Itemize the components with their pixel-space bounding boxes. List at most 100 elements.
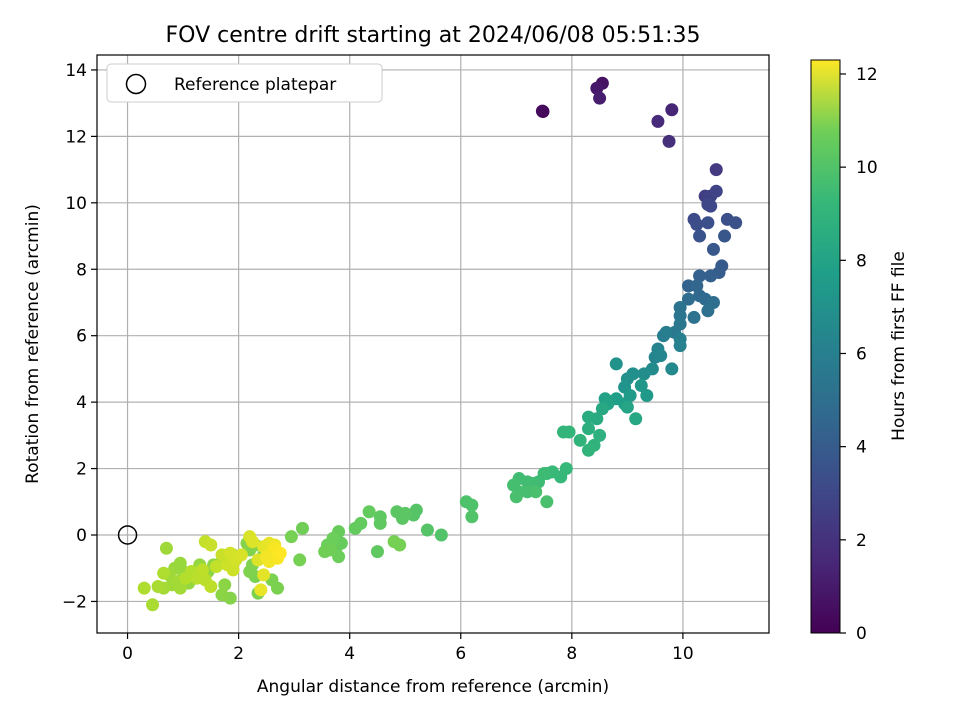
y-tick-label: 2 [76, 460, 87, 480]
data-point [204, 538, 218, 552]
chart-title: FOV centre drift starting at 2024/06/08 … [166, 23, 701, 48]
data-point [582, 410, 596, 424]
data-point [590, 81, 604, 95]
data-point [582, 422, 596, 436]
data-point [701, 216, 715, 230]
data-point [573, 433, 587, 447]
colorbar-tick-label: 6 [856, 344, 867, 364]
data-point [370, 545, 384, 559]
data-point [609, 357, 623, 371]
data-point [690, 279, 704, 293]
colorbar-tick-label: 2 [856, 531, 867, 551]
colorbar-label: Hours from first FF file [889, 251, 909, 441]
data-point [557, 425, 571, 439]
colorbar-tick-label: 0 [856, 624, 867, 644]
data-point [593, 428, 607, 442]
data-point [729, 216, 743, 230]
data-point [254, 583, 268, 597]
data-point [465, 498, 479, 512]
reference-platepar-marker [117, 525, 138, 545]
data-point [293, 553, 307, 567]
x-tick-label: 6 [455, 644, 466, 664]
data-point [151, 579, 165, 593]
data-point [273, 546, 287, 560]
legend-marker-icon [125, 73, 147, 95]
x-tick-label: 8 [566, 644, 577, 664]
data-point [323, 543, 337, 557]
data-point [159, 541, 173, 555]
data-point [234, 548, 248, 562]
data-point [704, 199, 718, 213]
data-point [509, 490, 523, 504]
legend: Reference platepar [106, 63, 383, 103]
data-point [665, 362, 679, 376]
data-point [387, 535, 401, 549]
data-point [637, 367, 651, 381]
data-point [137, 581, 151, 595]
x-axis-ticks: 0 2 4 6 8 10 [122, 633, 694, 664]
data-point [690, 217, 704, 231]
x-tick-label: 2 [233, 644, 244, 664]
data-point [673, 339, 687, 353]
data-point [218, 578, 232, 592]
y-axis-ticks: −2 0 2 4 6 8 10 12 14 [62, 61, 97, 612]
data-point [434, 528, 448, 542]
y-tick-label: 8 [76, 260, 87, 280]
data-point [295, 521, 309, 535]
legend-label: Reference platepar [174, 75, 336, 95]
colorbar-ticks: 0 2 4 6 8 10 12 [840, 65, 878, 644]
data-point [373, 516, 387, 530]
data-point [348, 521, 362, 535]
data-point [593, 91, 607, 105]
legend-box [106, 63, 383, 103]
colorbar-tick-label: 8 [856, 251, 867, 271]
data-point [173, 581, 187, 595]
data-point [529, 485, 543, 499]
data-point [629, 412, 643, 426]
data-point [709, 163, 723, 177]
data-points [137, 76, 743, 612]
data-point [196, 563, 210, 577]
data-point [701, 304, 715, 318]
data-point [704, 269, 718, 283]
data-point [693, 269, 707, 283]
data-point [620, 400, 634, 414]
colorbar-tick-label: 4 [856, 438, 867, 458]
data-point [662, 134, 676, 148]
data-point [390, 505, 404, 519]
data-point [634, 379, 648, 393]
data-point [582, 443, 596, 457]
data-point [420, 523, 434, 537]
y-tick-label: 0 [76, 526, 87, 546]
colorbar-tick-label: 10 [856, 158, 878, 178]
data-point [246, 535, 260, 549]
data-point [535, 104, 549, 118]
colorbar-gradient [810, 59, 841, 634]
data-point [640, 388, 654, 402]
data-point [665, 103, 679, 117]
data-point [595, 402, 609, 416]
data-point [656, 329, 670, 343]
y-axis-label: Rotation from reference (arcmin) [23, 204, 43, 484]
plot-frame [96, 54, 770, 634]
data-point [718, 229, 732, 243]
data-point [681, 292, 695, 306]
data-point [465, 510, 479, 524]
x-tick-label: 0 [122, 644, 133, 664]
data-point [204, 579, 218, 593]
data-point [687, 310, 701, 324]
y-tick-label: 10 [65, 194, 87, 214]
y-tick-label: 4 [76, 393, 87, 413]
data-point [651, 114, 665, 128]
data-point [215, 588, 229, 602]
colorbar-tick-label: 12 [856, 65, 878, 85]
data-point [157, 566, 171, 580]
data-point [257, 568, 271, 582]
data-point [540, 495, 554, 509]
x-axis-label: Angular distance from reference (arcmin) [257, 677, 609, 697]
y-tick-label: −2 [62, 592, 87, 612]
data-point [706, 242, 720, 256]
data-point [209, 560, 223, 574]
